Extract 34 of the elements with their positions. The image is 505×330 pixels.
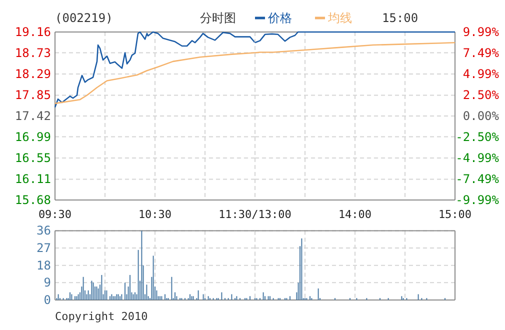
y-tick-label: 17.85 xyxy=(14,88,51,102)
y-tick-label: 15.68 xyxy=(14,193,51,207)
y-tick-label: 17.42 xyxy=(14,109,51,123)
y-tick-label: 18.29 xyxy=(14,67,51,81)
x-tick-label: 09:30 xyxy=(38,208,72,221)
text: 2.50% xyxy=(462,88,499,102)
y-tick-label: 16.55 xyxy=(14,151,51,165)
text: 7.49% xyxy=(462,46,499,60)
x-tick-label: 14:00 xyxy=(338,208,372,221)
y-tick-label: 16.11 xyxy=(14,172,51,186)
x-tick-label: 11:30/13:00 xyxy=(218,208,292,221)
y-tick-label: 16.99 xyxy=(14,130,51,144)
chart-subtitle: (002219) xyxy=(55,11,113,25)
legend-label: 价格 xyxy=(267,11,292,25)
text: -4.99% xyxy=(456,150,499,165)
y-tick-label: 27 xyxy=(36,241,51,256)
legend-label: 均线 xyxy=(327,11,352,25)
text: 15:00 xyxy=(382,11,418,25)
x-tick-label: 10:30 xyxy=(138,208,172,221)
y-tick-label: 18 xyxy=(36,258,51,272)
text: 0.00% xyxy=(462,109,499,123)
y-tick-label: 19.16 xyxy=(14,25,51,39)
y-tick-label: 36 xyxy=(36,224,51,238)
x-tick-label: 15:00 xyxy=(438,208,472,221)
text: 9.99% xyxy=(462,25,499,39)
y-tick-label: 9 xyxy=(44,276,51,290)
text: 4.99% xyxy=(462,67,499,82)
text: -7.49% xyxy=(456,172,499,186)
text: -9.99% xyxy=(456,193,499,207)
y-tick-label: 0 xyxy=(44,293,51,307)
text: -2.50% xyxy=(456,130,499,144)
y-tick-label: 18.73 xyxy=(14,46,51,60)
chart-title: 分时图 xyxy=(200,11,236,25)
text: Copyright 2010 xyxy=(55,310,148,323)
